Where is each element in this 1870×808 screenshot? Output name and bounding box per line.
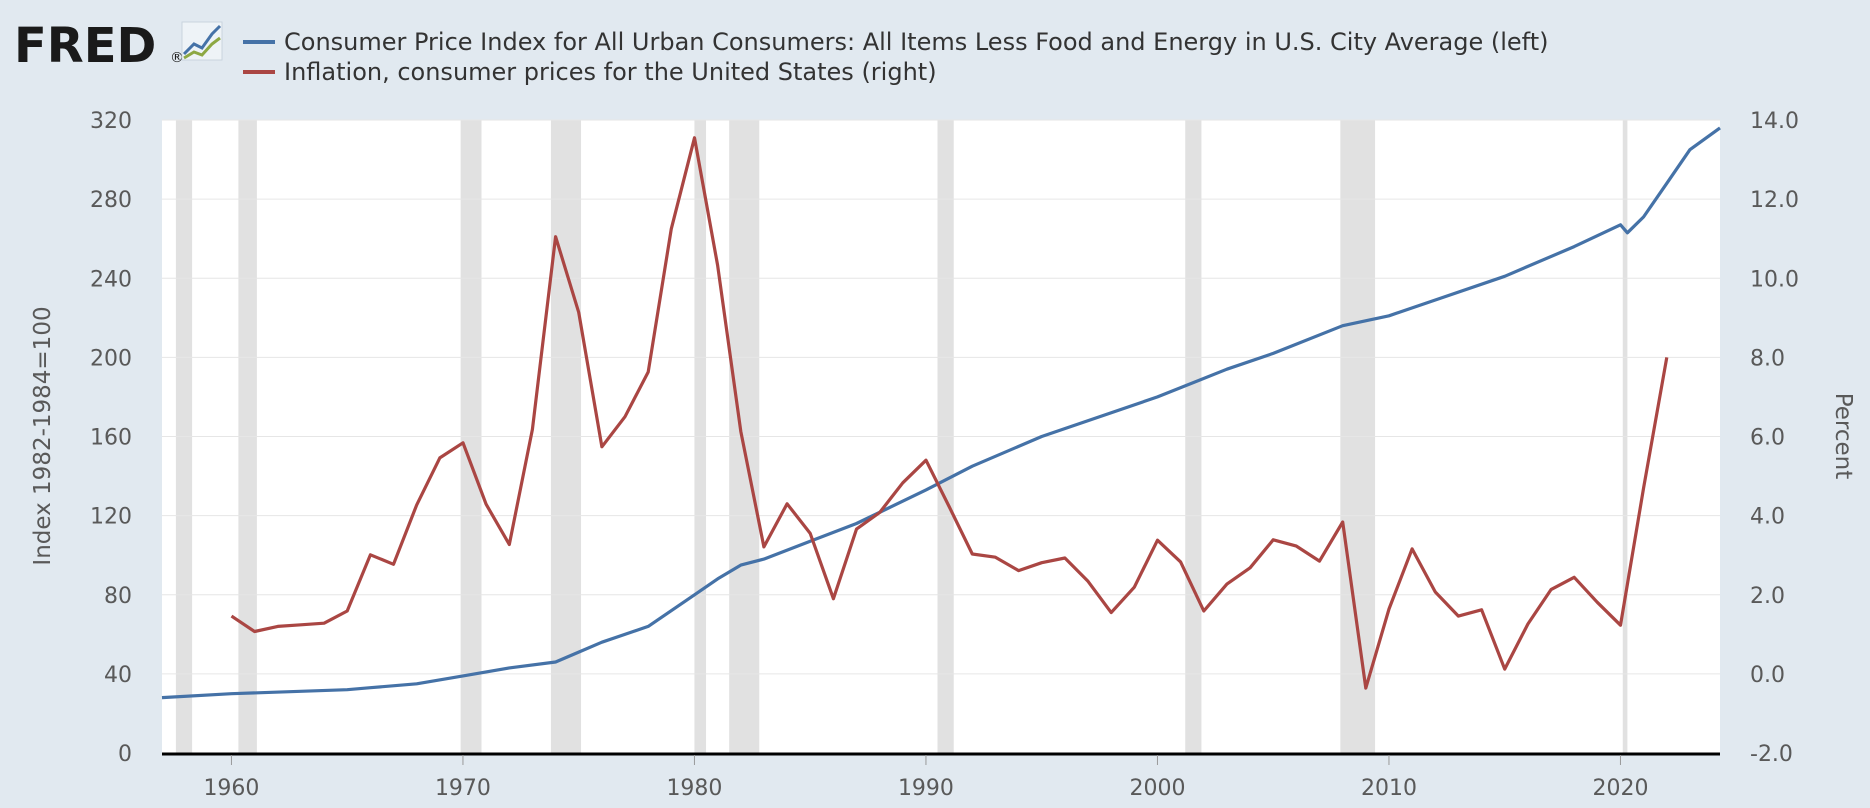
y-left-tick-label-200: 200 — [90, 346, 132, 371]
y-left-tick-label-40: 40 — [104, 663, 132, 688]
y-right-tick-label-2.0: 2.0 — [1750, 584, 1785, 609]
fred-logo-registered: ® — [170, 50, 184, 66]
y-right-axis-title: Percent — [1830, 393, 1856, 480]
legend-label-1: Inflation, consumer prices for the Unite… — [284, 58, 937, 86]
y-left-axis-ticks: 0 40 80 120 160 200 240 280 320 — [90, 109, 132, 767]
series-lines — [161, 126, 1721, 700]
y-right-tick-label--2.0: -2.0 — [1750, 742, 1793, 767]
series-line-core-cpi[interactable] — [161, 126, 1721, 700]
x-tick-label-1970: 1970 — [435, 776, 491, 801]
y-right-tick-label-10.0: 10.0 — [1750, 267, 1799, 292]
fred-logo-chart-icon — [181, 21, 223, 61]
legend-item-0[interactable]: Consumer Price Index for All Urban Consu… — [243, 28, 1548, 56]
series-line-inflation[interactable] — [230, 136, 1669, 690]
x-tick-label-1960: 1960 — [203, 776, 259, 801]
y-left-tick-label-240: 240 — [90, 267, 132, 292]
y-right-tick-label-12.0: 12.0 — [1750, 188, 1799, 213]
fred-logo-text: FRED — [14, 18, 156, 74]
y-left-tick-label-0: 0 — [118, 742, 132, 767]
y-left-tick-label-160: 160 — [90, 426, 132, 451]
y-right-tick-label-0.0: 0.0 — [1750, 663, 1785, 688]
legend-item-1[interactable]: Inflation, consumer prices for the Unite… — [243, 58, 937, 86]
legend-label-0: Consumer Price Index for All Urban Consu… — [284, 28, 1548, 56]
y-right-tick-label-8.0: 8.0 — [1750, 346, 1785, 371]
fred-logo[interactable]: FRED ® — [14, 18, 223, 74]
y-right-tick-label-4.0: 4.0 — [1750, 505, 1785, 530]
y-left-tick-label-120: 120 — [90, 505, 132, 530]
legend: Consumer Price Index for All Urban Consu… — [243, 28, 1548, 86]
y-left-tick-label-80: 80 — [104, 584, 132, 609]
y-left-tick-label-280: 280 — [90, 188, 132, 213]
x-tick-label-2020: 2020 — [1592, 776, 1648, 801]
x-axis-ticks: 1960 1970 1980 1990 2000 2010 2020 — [203, 755, 1648, 801]
y-left-tick-label-320: 320 — [90, 109, 132, 134]
x-tick-label-2010: 2010 — [1361, 776, 1417, 801]
x-tick-label-1990: 1990 — [898, 776, 954, 801]
x-tick-label-1980: 1980 — [666, 776, 722, 801]
y-right-tick-label-6.0: 6.0 — [1750, 426, 1785, 451]
grid-lines — [162, 119, 1720, 675]
y-right-tick-label-14.0: 14.0 — [1750, 109, 1799, 134]
y-left-axis-title: Index 1982-1984=100 — [30, 306, 56, 565]
x-tick-label-2000: 2000 — [1129, 776, 1185, 801]
y-right-axis-ticks: -2.0 0.0 2.0 4.0 6.0 8.0 10.0 12.0 14.0 — [1750, 109, 1799, 767]
